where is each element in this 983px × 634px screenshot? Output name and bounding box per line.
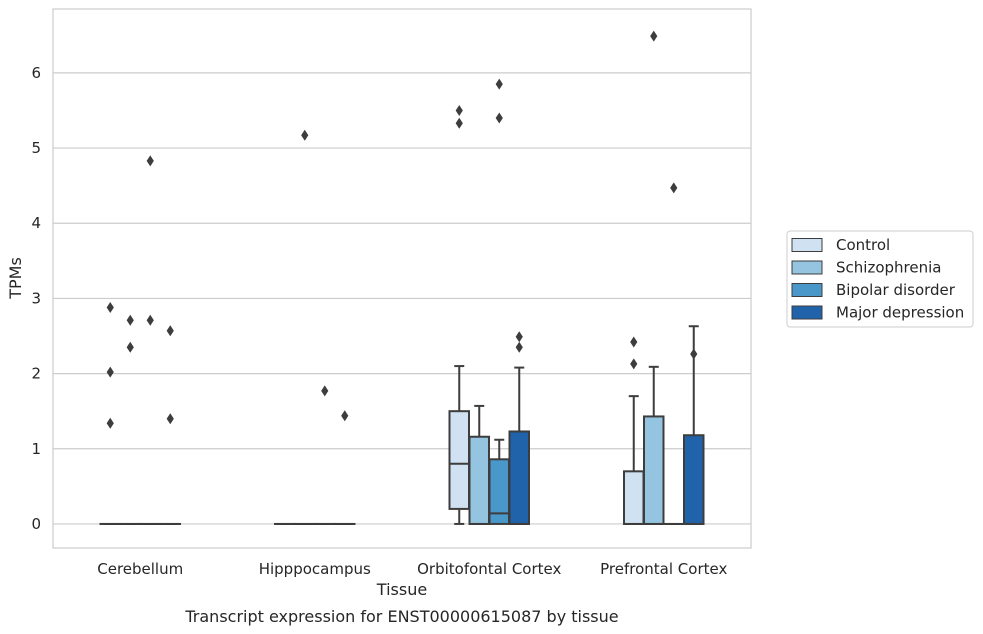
outlier-point: [495, 112, 503, 124]
box-0-3: [623, 336, 645, 525]
box-3-3: [683, 325, 705, 525]
box-iqr: [468, 435, 490, 525]
outlier-point: [166, 413, 174, 425]
legend-frame: [786, 230, 974, 328]
legend-label: Schizophrenia: [836, 259, 941, 277]
y-axis-label: TPMs: [6, 257, 25, 300]
box-iqr: [643, 415, 665, 525]
box-iqr: [623, 470, 645, 525]
legend-label: Bipolar disorder: [836, 281, 956, 299]
chart-title: Transcript expression for ENST0000061508…: [184, 607, 618, 626]
outlier-point: [106, 301, 114, 313]
box-2-3: [663, 182, 685, 525]
legend-swatch: [791, 260, 823, 275]
outlier-point: [495, 78, 503, 90]
outlier-point: [106, 417, 114, 429]
outlier-point: [650, 30, 658, 42]
x-tick-label: Orbitofontal Cortex: [417, 560, 561, 578]
outlier-point: [630, 358, 638, 370]
outlier-point: [515, 331, 523, 343]
x-tick-label: Cerebellum: [97, 560, 183, 578]
box-1-3: [643, 30, 665, 525]
outlier-point: [301, 129, 309, 141]
legend: Control Schizophrenia Bipolar disorder Majo…: [786, 230, 974, 328]
legend-label: Major depression: [836, 304, 964, 322]
y-tick-label: 3: [31, 289, 41, 307]
legend-swatch: [791, 238, 823, 252]
box-iqr: [448, 410, 470, 510]
legend-swatch: [791, 283, 823, 297]
boxes: [99, 30, 705, 525]
x-tick-label: Hipppocampus: [259, 560, 371, 578]
outlier-point: [670, 182, 678, 194]
box-3-1: [334, 410, 356, 525]
outlier-point: [126, 341, 134, 353]
box-2-1: [314, 385, 336, 525]
x-axis-label: Tissue: [376, 580, 427, 599]
outlier-point: [630, 336, 638, 348]
outlier-point: [146, 155, 154, 167]
y-tick-labels: 0 1 2 3 4 5 6: [31, 64, 41, 533]
box-1-1: [294, 129, 316, 525]
box-3-2: [508, 331, 530, 525]
outlier-point: [455, 104, 463, 116]
y-tick-label: 5: [31, 139, 41, 157]
outlier-point: [106, 366, 114, 378]
outlier-point: [146, 314, 154, 326]
outlier-point: [341, 410, 349, 422]
x-tick-labels: Cerebellum Hipppocampus Orbitofontal Corte…: [97, 560, 727, 578]
box-2-2: [488, 78, 510, 525]
box-3-0: [159, 325, 181, 525]
legend-swatch: [791, 305, 823, 320]
box-iqr: [508, 430, 530, 525]
box-0-2: [448, 104, 470, 525]
legend-label: Control: [836, 236, 890, 254]
y-tick-label: 2: [31, 365, 41, 383]
y-tick-label: 6: [31, 64, 41, 82]
x-tick-label: Prefrontal Cortex: [600, 560, 727, 578]
outlier-point: [690, 348, 698, 360]
y-tick-label: 4: [31, 214, 41, 232]
outlier-point: [321, 385, 329, 397]
outlier-point: [166, 325, 174, 337]
box-iqr: [683, 434, 705, 525]
outlier-point: [455, 117, 463, 129]
outlier-point: [515, 341, 523, 353]
y-tick-label: 0: [31, 515, 41, 533]
outlier-point: [126, 314, 134, 326]
box-1-2: [468, 404, 490, 525]
y-tick-label: 1: [31, 440, 41, 458]
